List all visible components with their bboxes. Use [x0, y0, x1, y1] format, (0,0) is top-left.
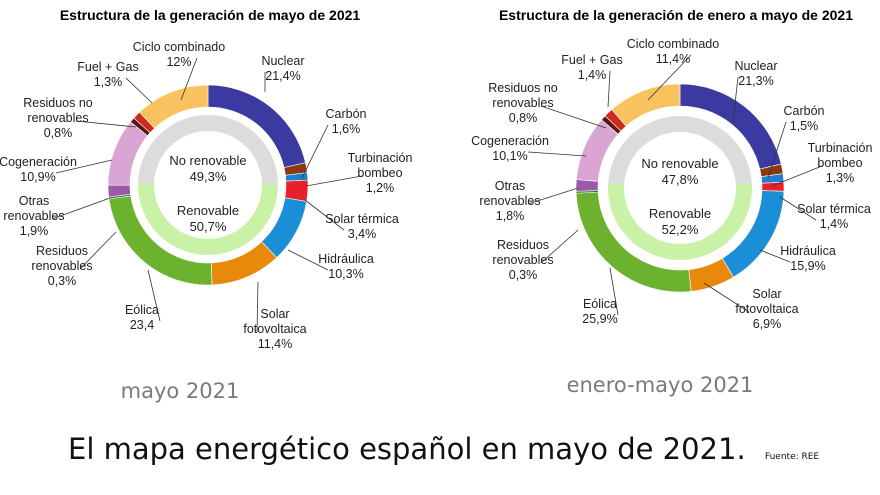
slice-solar-termica	[761, 181, 785, 192]
inner-value-renovable: 52,2%	[662, 222, 699, 237]
label-nuclear: Nuclear 21,4%	[261, 54, 304, 83]
leader-hidraulica	[759, 249, 791, 263]
label-residuos-renov: Residuos renovables 0,3%	[492, 238, 553, 282]
label-residuos-no-renov: Residuos no renovables 0,8%	[488, 81, 558, 125]
label-otras-renov: Otras renovables 1,8%	[479, 179, 540, 223]
inner-label-renovable: Renovable	[177, 203, 239, 218]
leader-eolica	[147, 269, 161, 322]
label-carbon: Carbón 1,6%	[326, 107, 367, 136]
leader-solar-termica	[779, 196, 817, 221]
label-turbinacion: Turbinación bombeo 1,2%	[348, 151, 413, 195]
leader-residuos-no-renov	[540, 105, 607, 129]
period-left: mayo 2021	[121, 379, 240, 403]
donut-left	[107, 84, 309, 286]
leader-residuos-no-renov	[75, 120, 137, 128]
inner-hole	[624, 132, 736, 244]
inner-hole	[154, 131, 262, 239]
inner-label-no-renovable: No renovable	[169, 153, 246, 168]
leader-carbon	[767, 121, 787, 179]
chart-right-title: Estructura de la generación de enero a m…	[499, 7, 853, 23]
leader-eolica	[609, 267, 619, 316]
label-hidraulica: Hidráulica 15,9%	[780, 244, 836, 273]
period-right: enero-mayo 2021	[567, 373, 754, 397]
leader-otras-renov	[51, 197, 111, 220]
leader-cogeneracion	[527, 151, 587, 157]
label-carbon: Carbón 1,5%	[784, 104, 825, 133]
caption: El mapa energético español en mayo de 20…	[68, 432, 819, 466]
label-cogeneracion: Cogeneración 10,9%	[0, 155, 77, 184]
leader-hidraulica	[287, 249, 329, 271]
donut-right	[575, 83, 785, 293]
leader-solar-fv	[256, 281, 259, 333]
leader-cogeneracion	[55, 159, 113, 174]
leader-ciclo	[647, 54, 692, 101]
source-label: Fuente: REE	[764, 452, 820, 462]
leader-nuclear	[732, 76, 739, 123]
chart-right: Estructura de la generación de enero a m…	[471, 7, 872, 397]
label-fuel-gas: Fuel + Gas 1,3%	[77, 60, 139, 89]
leader-fuel-gas	[125, 77, 153, 104]
leader-fuel-gas	[607, 70, 611, 108]
slice-ciclo	[139, 84, 209, 129]
leader-solar-fv	[703, 282, 750, 313]
label-ciclo: Ciclo combinado 11,4%	[627, 37, 719, 66]
inner-value-no-renovable: 49,3%	[190, 169, 227, 184]
label-cogeneracion: Cogeneración 10,1%	[471, 134, 549, 163]
slice-ciclo	[611, 83, 681, 127]
label-nuclear: Nuclear 21,3%	[734, 59, 777, 88]
leader-carbon	[301, 124, 329, 179]
label-ciclo: Ciclo combinado 12%	[133, 40, 225, 69]
label-turbinacion: Turbinación bombeo 1,3%	[808, 141, 873, 185]
label-residuos-no-renov: Residuos no renovables 0,8%	[23, 96, 93, 140]
label-solar-fv: Solar fotovoltaica 11,4%	[243, 307, 306, 351]
chart-left-title: Estructura de la generación de mayo de 2…	[60, 7, 361, 23]
label-otras-renov: Otras renovables 1,9%	[3, 194, 64, 238]
leader-residuos-renov	[79, 231, 117, 270]
label-fuel-gas: Fuel + Gas 1,4%	[561, 53, 623, 82]
label-eolica: Eólica 25,9%	[582, 297, 617, 326]
leader-ciclo	[180, 57, 198, 101]
leader-solar-termica	[304, 199, 345, 231]
inner-value-renovable: 50,7%	[190, 219, 227, 234]
label-solar-fv: Solar fotovoltaica 6,9%	[735, 287, 798, 331]
inner-value-no-renovable: 47,8%	[662, 172, 699, 187]
leader-otras-renov	[527, 187, 579, 205]
inner-label-no-renovable: No renovable	[641, 156, 718, 171]
leader-turbinacion	[771, 165, 823, 187]
label-eolica: Eólica 23,4	[125, 303, 159, 332]
label-residuos-renov: Residuos renovables 0,3%	[31, 244, 92, 288]
inner-label-renovable: Renovable	[649, 206, 711, 221]
leader-residuos-renov	[540, 229, 579, 264]
label-solar-termica: Solar térmica 1,4%	[797, 202, 871, 231]
label-solar-termica: Solar térmica 3,4%	[325, 212, 399, 241]
caption-text: El mapa energético español en mayo de 20…	[68, 432, 746, 466]
leader-turbinacion	[305, 175, 363, 187]
chart-left: Estructura de la generación de mayo de 2…	[0, 7, 412, 403]
label-hidraulica: Hidráulica 10,3%	[318, 252, 374, 281]
